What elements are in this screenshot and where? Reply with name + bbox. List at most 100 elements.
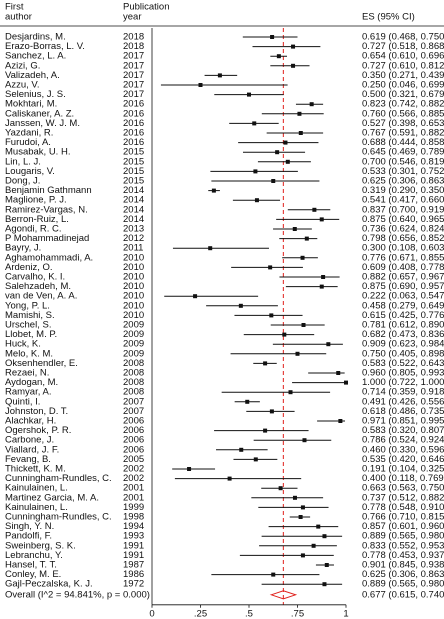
author: Ramyar, A.: [5, 387, 51, 398]
year: 2013: [123, 224, 144, 235]
estimate: [239, 447, 244, 452]
author: Kainulainen, L.: [5, 483, 68, 494]
estimate: [338, 419, 343, 423]
estimate: [301, 323, 306, 327]
estimate: [298, 131, 303, 135]
es-label: 0.760 (0.566, 0.885): [362, 108, 444, 119]
author: Mokhtari, M.: [5, 99, 57, 110]
author: Cunningham-Rundles, C.: [5, 512, 112, 523]
es-label: 0.663 (0.563, 0.750): [362, 483, 444, 494]
year: 2007: [123, 396, 144, 407]
author: Quinti, I.: [5, 396, 40, 407]
year: 2006: [123, 425, 144, 436]
author: Llobet, M. P.: [5, 329, 57, 340]
estimate: [278, 486, 283, 491]
year: 2015: [123, 176, 144, 187]
author: Agondi, R. C.: [5, 224, 62, 235]
overall-es-label: 0.677 (0.615, 0.740): [362, 589, 444, 600]
author: Azizi, G.: [5, 60, 40, 71]
author: Benjamin Gathmann: [5, 185, 92, 196]
es-label: 0.909 (0.623, 0.984): [362, 339, 444, 350]
year: 2010: [123, 300, 144, 311]
year: 2010: [123, 252, 144, 263]
author: Musabak, U. H.: [5, 147, 70, 158]
es-label: 0.798 (0.656, 0.852): [362, 233, 444, 244]
estimate: [295, 351, 300, 356]
estimate: [283, 140, 288, 145]
es-label: 0.737 (0.512, 0.882): [362, 492, 444, 503]
estimate: [247, 92, 251, 97]
es-label: 0.625 (0.306, 0.863): [362, 176, 444, 187]
author: Conley, M. E.: [5, 569, 61, 580]
es-label: 0.727 (0.518, 0.868): [362, 41, 444, 52]
estimate: [311, 543, 316, 548]
year: 2008: [123, 377, 144, 388]
year: 1987: [123, 560, 144, 571]
author: Salehzadeh, M.: [5, 281, 71, 292]
year: 2005: [123, 454, 144, 465]
author: Ogershok, P. R.: [5, 425, 71, 436]
year: 2014: [123, 204, 144, 215]
overall-label: Overall (I^2 = 94.841%, p = 0.000): [5, 589, 150, 600]
year: 2016: [123, 128, 144, 139]
author: Furudoi, A.: [5, 137, 51, 148]
author: Johnston, D. T.: [5, 406, 68, 417]
year: 2006: [123, 444, 144, 455]
author: Alachkar, H.: [5, 416, 56, 427]
estimate: [238, 303, 243, 308]
estimate: [336, 371, 341, 375]
es-label: 0.889 (0.565, 0.980): [362, 531, 444, 542]
year: 2016: [123, 118, 144, 129]
es-label: 0.750 (0.405, 0.898): [362, 348, 444, 359]
author: Sanchez, L. A.: [5, 51, 66, 62]
estimate: [263, 361, 268, 366]
author: Huck, K.: [5, 339, 41, 350]
year: 2014: [123, 185, 144, 196]
author: Thickett, K. M.: [5, 464, 66, 475]
es-label: 0.533 (0.301, 0.752): [362, 166, 444, 177]
author: Desjardins, M.: [5, 32, 66, 43]
year: 1991: [123, 550, 144, 561]
estimate: [291, 63, 296, 68]
year: 2018: [123, 41, 144, 52]
estimate: [302, 438, 307, 443]
es-label: 0.191 (0.104, 0.325): [362, 464, 444, 475]
year: 2008: [123, 387, 144, 398]
author: Singh, Y. N.: [5, 521, 54, 532]
es-label: 0.625 (0.306, 0.863): [362, 569, 444, 580]
estimate: [227, 476, 232, 481]
author: Lougaris, V.: [5, 166, 55, 177]
year: 1999: [123, 502, 144, 513]
year: 2002: [123, 464, 144, 475]
es-label: 0.767 (0.591, 0.882): [362, 128, 444, 139]
year: 1998: [123, 512, 144, 523]
estimate: [300, 553, 305, 558]
estimate: [245, 399, 250, 404]
es-label: 0.736 (0.624, 0.824): [362, 224, 444, 235]
author: Gajl-Peczalska, K. J.: [5, 579, 93, 590]
author: Yong, P. L.: [5, 300, 50, 311]
year: 2011: [123, 243, 143, 254]
year: 2006: [123, 435, 144, 446]
year: 2010: [123, 291, 144, 302]
es-label: 0.823 (0.742, 0.882): [362, 99, 444, 110]
es-header: ES (95% CI): [362, 12, 415, 23]
estimate: [321, 275, 326, 279]
year: 2001: [123, 492, 144, 503]
estimate: [344, 380, 348, 385]
author: Oksenhendler, E.: [5, 358, 78, 369]
es-label: 1.000 (0.722, 1.000): [362, 377, 444, 388]
author: Carvalho, K. I.: [5, 272, 65, 283]
year: 2008: [123, 358, 144, 369]
year: 2007: [123, 406, 144, 417]
estimate: [300, 255, 305, 260]
author: Yazdani, R.: [5, 128, 53, 139]
estimate: [276, 54, 281, 59]
estimate: [322, 534, 327, 539]
estimate: [275, 150, 280, 155]
author: Bayry, J.: [5, 243, 41, 254]
author: Hansel, T. T.: [5, 560, 57, 571]
author-header: First: [5, 2, 24, 13]
year: 2009: [123, 348, 144, 359]
